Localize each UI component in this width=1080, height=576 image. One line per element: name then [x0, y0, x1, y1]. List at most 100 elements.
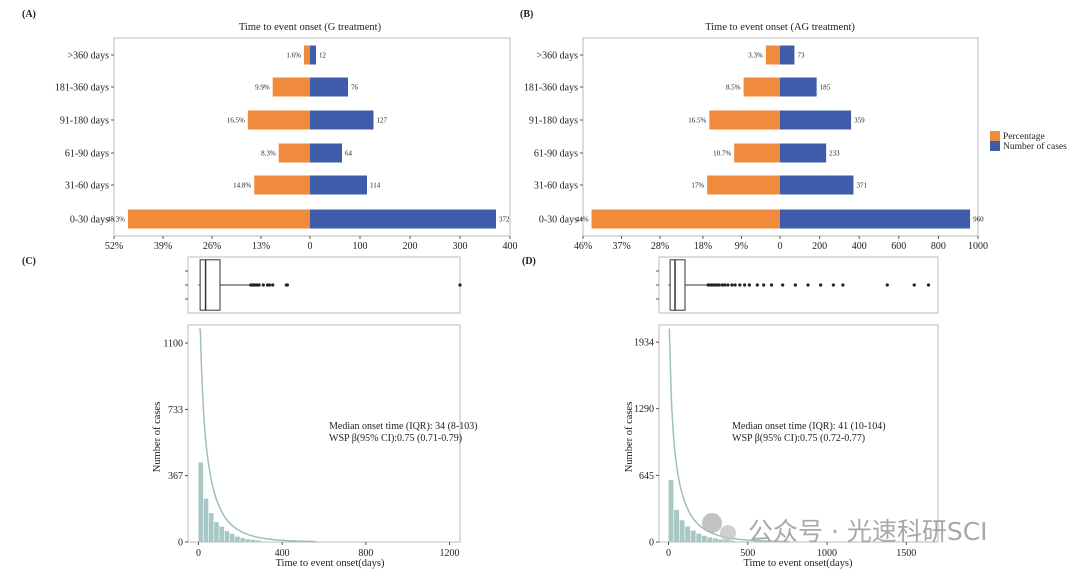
histogram-bar [219, 526, 225, 542]
histogram-bar [203, 498, 209, 542]
histogram-bar [256, 540, 261, 542]
y-tick-label: 91-180 days [60, 116, 109, 127]
annotation-d-2: WSP β(95% CI):0.75 (0.72-0.77) [732, 433, 865, 444]
panel-label-d: (D) [522, 256, 536, 267]
histogram-bar [240, 538, 245, 542]
data-label-percentage: 16.5% [227, 117, 245, 125]
histogram-bar [245, 539, 251, 542]
boxplot-outlier [710, 283, 714, 287]
x-tick-label: 1500 [896, 548, 916, 559]
data-label-cases: 12 [319, 52, 327, 60]
boxplot-box [669, 259, 686, 311]
bar-cases [780, 45, 795, 65]
histogram-bar [718, 539, 724, 542]
annotation-c-2: WSP β(95% CI):0.75 (0.71-0.79) [329, 433, 462, 444]
histogram-frame [658, 324, 939, 543]
boxplot-outlier [715, 283, 719, 287]
data-label-percentage: 3.3% [748, 52, 763, 60]
y-tick-label: 733 [168, 405, 183, 416]
butterfly-chart-a: 48.3% 372 0-30 days 14.8% 114 31-60 days 8.3% 6… [55, 37, 518, 252]
panel-label-c: (C) [22, 256, 36, 267]
x-tick-label: 400 [852, 241, 867, 252]
bar-cases [310, 110, 374, 130]
x-tick-label: 9% [735, 241, 748, 252]
data-label-percentage: 16.5% [688, 117, 706, 125]
y-tick-label: 1290 [634, 404, 654, 415]
data-label-cases: 76 [351, 84, 359, 92]
boxplot-outlier [747, 283, 751, 287]
chart-title-a: Time to event onset (G treatment) [239, 22, 382, 33]
bar-cases [310, 143, 342, 163]
data-label-percentage: 8.3% [261, 150, 276, 158]
bar-percentage [734, 143, 780, 163]
bar-percentage [278, 143, 310, 163]
x-tick-label: 0 [308, 241, 313, 252]
data-label-cases: 233 [829, 150, 840, 158]
boxplot-outlier [793, 283, 797, 287]
watermark-text: 公众号 · 光速科研SCI [748, 517, 988, 546]
histogram-bar [696, 533, 702, 542]
histogram-bar [214, 522, 219, 542]
histogram-chart-d: 0 500 1000 1500 0 645 1290 1934 [634, 256, 939, 559]
y-tick-label: 367 [168, 471, 183, 482]
fitted-curve [198, 328, 316, 543]
x-tick-label: 200 [403, 241, 418, 252]
histogram-bar [674, 509, 680, 542]
boxplot-outlier [268, 283, 272, 287]
histogram-bar [250, 539, 256, 542]
boxplot-outlier [912, 283, 916, 287]
watermark-logo-icon [702, 513, 722, 533]
histogram-bar [712, 538, 718, 542]
histogram-bar [729, 540, 735, 542]
boxplot-outlier [261, 283, 265, 287]
bar-percentage [707, 175, 780, 195]
x-tick-label: 37% [612, 241, 630, 252]
data-label-cases: 372 [499, 216, 510, 224]
x-tick-label: 300 [453, 241, 468, 252]
data-label-cases: 371 [856, 182, 867, 190]
bar-cases [780, 77, 817, 97]
x-tick-label: 400 [275, 548, 290, 559]
boxplot-outlier [738, 283, 742, 287]
x-tick-label: 600 [891, 241, 906, 252]
data-label-cases: 127 [377, 117, 388, 125]
bar-cases [310, 209, 496, 229]
x-tick-label: 1000 [968, 241, 988, 252]
boxplot-outlier [723, 283, 727, 287]
histogram-bar [723, 540, 729, 542]
histogram-bar [198, 462, 204, 542]
bar-cases [310, 175, 367, 195]
data-label-percentage: 9.9% [255, 84, 270, 92]
y-tick-label: 61-90 days [534, 149, 578, 160]
histogram-bar [224, 531, 230, 542]
y-tick-label: 181-360 days [524, 83, 578, 94]
boxplot-outlier [762, 283, 766, 287]
x-tick-label: 0 [196, 548, 201, 559]
data-label-percentage: 17% [691, 182, 704, 190]
boxplot-outlier [285, 283, 289, 287]
annotation-c-1: Median onset time (IQR): 34 (8-103) [329, 421, 478, 432]
x-tick-label: 39% [154, 241, 172, 252]
boxplot-outlier [257, 283, 261, 287]
boxplot-outlier [819, 283, 823, 287]
boxplot-outlier [926, 283, 931, 287]
x-tick-label: 100 [353, 241, 368, 252]
bar-cases [780, 110, 852, 130]
y-tick-label: 0 [178, 538, 183, 549]
y-tick-label: 1934 [634, 338, 654, 349]
histogram-bar [235, 536, 240, 542]
boxplot-outlier [726, 283, 730, 287]
watermark-logo-icon-small [720, 525, 736, 541]
x-tick-label: 1200 [440, 548, 460, 559]
data-label-percentage: 10.7% [713, 150, 731, 158]
legend-label-cases: Number of cases [1003, 141, 1067, 152]
boxplot-outlier [717, 283, 721, 287]
bar-cases [310, 77, 348, 97]
histogram-frame [187, 324, 461, 543]
bar-percentage [709, 110, 780, 130]
x-tick-label: 46% [574, 241, 592, 252]
x-tick-label: 800 [931, 241, 946, 252]
bar-cases [310, 45, 316, 65]
